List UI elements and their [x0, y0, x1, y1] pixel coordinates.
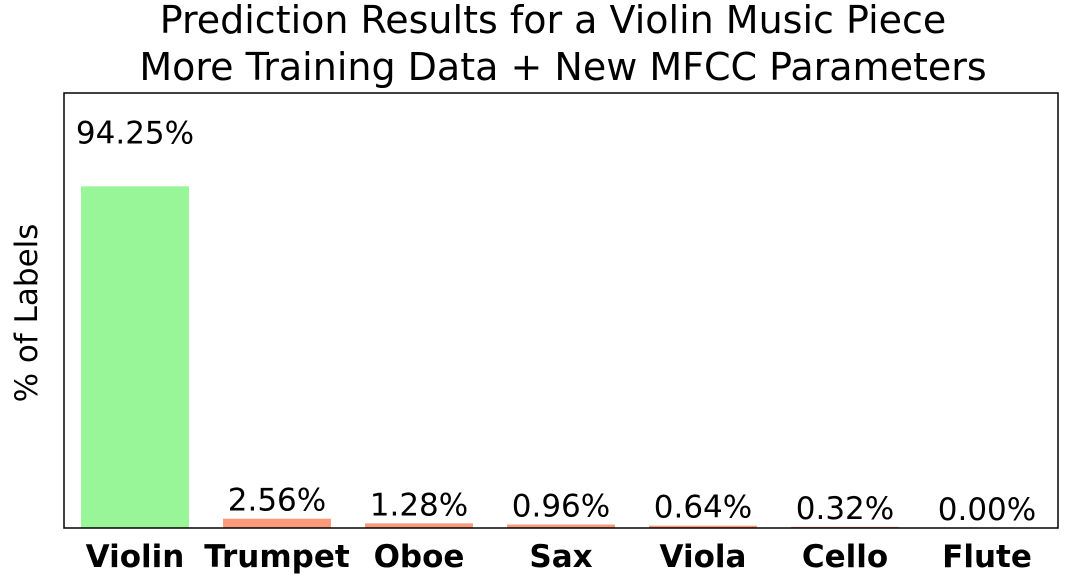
- x-tick-label-flute: Flute: [942, 539, 1032, 575]
- bars-group: [81, 186, 899, 528]
- value-labels-group: 94.25% 2.56% 1.28% 0.96% 0.64% 0.32% 0.00%: [76, 115, 1036, 528]
- bar-trumpet: [223, 518, 331, 528]
- value-label-violin: 94.25%: [76, 115, 194, 151]
- bar-oboe: [365, 523, 473, 528]
- value-label-flute: 0.00%: [938, 492, 1036, 528]
- chart-title-line-1: Prediction Results for a Violin Music Pi…: [160, 0, 947, 42]
- y-axis-label: % of Labels: [9, 224, 45, 403]
- x-tick-label-viola: Viola: [660, 539, 747, 575]
- bar-violin: [81, 186, 189, 528]
- plot-frame: [63, 92, 1059, 529]
- value-label-trumpet: 2.56%: [228, 483, 326, 519]
- value-label-sax: 0.96%: [512, 489, 610, 525]
- x-tick-label-violin: Violin: [86, 539, 185, 575]
- value-label-oboe: 1.28%: [370, 487, 468, 523]
- x-tick-label-trumpet: Trumpet: [204, 539, 350, 575]
- x-tick-label-cello: Cello: [802, 539, 888, 575]
- value-label-viola: 0.64%: [654, 490, 752, 526]
- bar-sax: [507, 524, 615, 528]
- bar-viola: [649, 525, 757, 528]
- x-tick-labels-group: Violin Trumpet Oboe Sax Viola Cello Flute: [86, 539, 1032, 575]
- chart-title-line-2: More Training Data + New MFCC Parameters: [139, 45, 986, 89]
- x-tick-label-sax: Sax: [529, 539, 592, 575]
- x-tick-label-oboe: Oboe: [374, 539, 465, 575]
- value-label-cello: 0.32%: [796, 491, 894, 527]
